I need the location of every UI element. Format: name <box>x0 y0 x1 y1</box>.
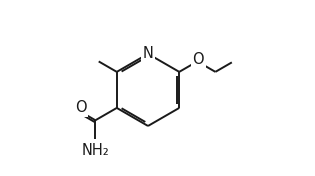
Text: O: O <box>192 52 204 67</box>
Text: O: O <box>75 100 87 115</box>
Text: NH₂: NH₂ <box>82 143 109 158</box>
Text: N: N <box>143 46 153 61</box>
